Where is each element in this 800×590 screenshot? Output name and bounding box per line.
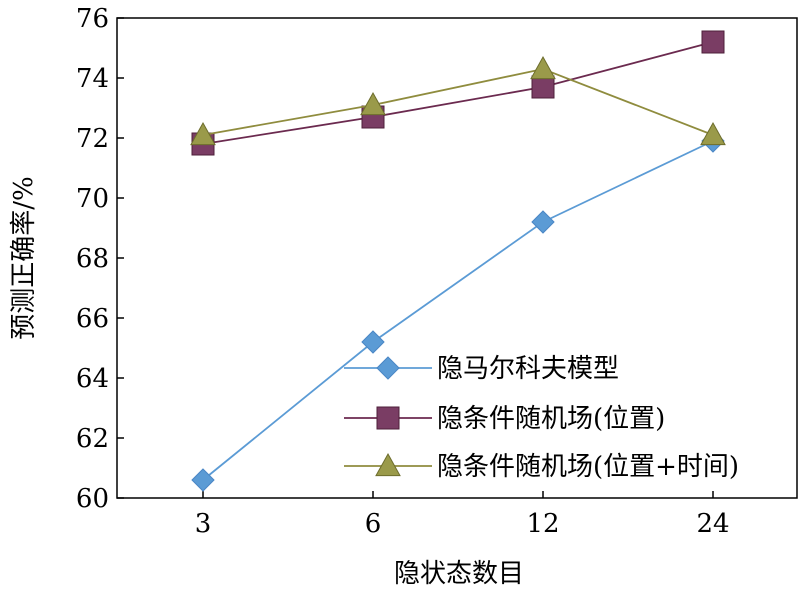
y-tick-label: 62 [76, 424, 109, 454]
legend-label: 隐马尔科夫模型 [437, 354, 619, 384]
y-tick-label: 74 [76, 64, 109, 94]
data-point [700, 121, 726, 146]
y-tick-label: 70 [76, 184, 109, 214]
data-point [531, 75, 555, 99]
data-point [701, 30, 725, 54]
data-point [360, 91, 386, 116]
series-1 [191, 129, 725, 492]
legend-entry: 隐马尔科夫模型 [344, 354, 619, 384]
legend-entry: 隐条件随机场(位置) [344, 404, 665, 434]
y-tick-label: 72 [76, 124, 109, 154]
y-tick-label: 76 [76, 4, 109, 34]
x-tick-label: 6 [365, 509, 382, 539]
y-tick-label: 64 [76, 364, 109, 394]
data-point [530, 55, 556, 80]
x-tick-label: 3 [195, 509, 212, 539]
legend-marker [376, 356, 400, 380]
legend-label: 隐条件随机场(位置+时间) [437, 452, 739, 482]
series-line [202, 41, 714, 145]
data-point [531, 210, 555, 234]
data-point [361, 330, 385, 354]
series-3 [190, 55, 726, 146]
y-tick-label: 68 [76, 244, 109, 274]
series-line [202, 140, 714, 481]
series-2 [191, 30, 725, 156]
axes: 60 62 64 66 68 70 72 74 76 3 6 12 24 [76, 4, 798, 539]
y-axis-label: 预测正确率/% [9, 176, 39, 339]
legend-entry: 隐条件随机场(位置+时间) [344, 452, 739, 482]
series-group [190, 30, 726, 492]
series-line [202, 68, 714, 136]
y-tick-label: 60 [76, 484, 109, 514]
legend-marker [376, 406, 400, 430]
y-tick-label: 66 [76, 304, 109, 334]
data-point [190, 121, 216, 146]
legend-marker [375, 452, 401, 477]
legend-label: 隐条件随机场(位置) [437, 404, 665, 434]
x-tick-label: 12 [526, 509, 559, 539]
x-tick-label: 24 [696, 509, 729, 539]
x-axis-label: 隐状态数目 [394, 559, 524, 589]
data-point [191, 468, 215, 492]
